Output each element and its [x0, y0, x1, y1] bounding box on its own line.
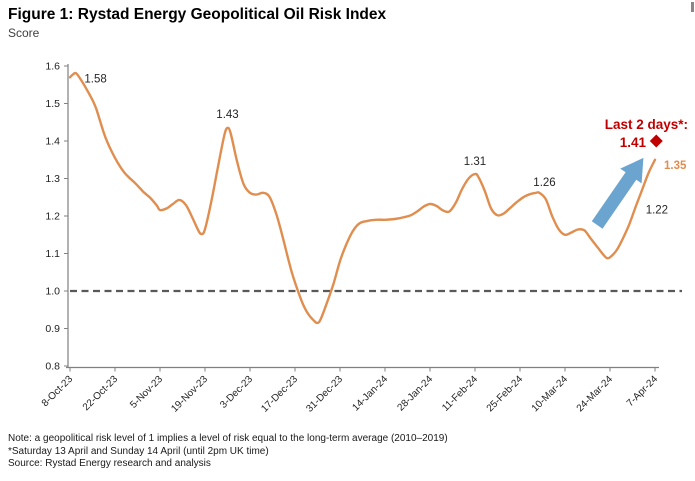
x-tick-label: 28-Jan-24: [396, 374, 436, 414]
x-tick-label: 11-Feb-24: [440, 374, 480, 414]
edge-artifact: [691, 2, 694, 12]
last-2-days-label: Last 2 days*:: [605, 117, 688, 132]
y-tick-label: 1.3: [45, 173, 60, 185]
footnote-note: Note: a geopolitical risk level of 1 imp…: [8, 433, 448, 444]
x-tick-label: 31-Dec-23: [304, 374, 345, 415]
x-tick-label: 14-Jan-24: [351, 374, 391, 414]
x-tick-label: 10-Mar-24: [530, 374, 571, 415]
x-tick-label: 5-Nov-23: [128, 374, 165, 411]
y-tick-label: 1.6: [45, 61, 60, 73]
y-tick-label: 1.1: [45, 248, 60, 260]
footnote-source: Source: Rystad Energy research and analy…: [8, 458, 211, 469]
y-tick-label: 1.5: [45, 98, 60, 110]
x-tick-label: 3-Dec-23: [218, 374, 255, 411]
footnote-asterisk: *Saturday 13 April and Sunday 14 April (…: [8, 445, 269, 457]
x-tick-label: 19-Nov-23: [169, 374, 210, 415]
figure-title: Figure 1: Rystad Energy Geopolitical Oil…: [8, 6, 387, 23]
last-2-days-value: 1.41: [620, 135, 647, 150]
trend-arrow-icon: [591, 157, 644, 229]
y-tick-label: 0.8: [45, 361, 60, 373]
x-tick-label: 7-Apr-24: [625, 374, 661, 410]
data-point-label: 1.43: [216, 109, 238, 121]
x-tick-label: 22-Oct-23: [81, 374, 121, 414]
data-point-label: 1.31: [464, 156, 486, 168]
x-tick-label: 8-Oct-23: [40, 374, 76, 410]
x-tick-label: 17-Dec-23: [259, 374, 300, 415]
risk-index-line: [68, 71, 657, 325]
data-point-label: 1.26: [533, 177, 555, 189]
y-tick-label: 1.2: [45, 211, 60, 223]
figure-subtitle: Score: [8, 26, 40, 40]
x-tick-label: 25-Feb-24: [485, 374, 526, 415]
data-point-label: 1.22: [646, 205, 668, 217]
x-tick-label: 24-Mar-24: [575, 374, 616, 415]
y-tick-label: 0.9: [45, 323, 60, 335]
diamond-marker-icon: [649, 134, 663, 148]
data-point-label: 1.58: [84, 74, 106, 86]
y-tick-label: 1.4: [45, 136, 60, 148]
footnotes: Note: a geopolitical risk level of 1 imp…: [8, 433, 448, 471]
y-tick-label: 1.0: [45, 286, 60, 298]
data-point-label: 1.35: [664, 160, 687, 172]
